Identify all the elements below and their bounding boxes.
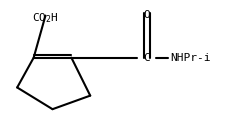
- Text: NHPr-i: NHPr-i: [170, 53, 211, 63]
- Text: CO$_2$H: CO$_2$H: [32, 11, 59, 25]
- Text: C: C: [143, 53, 150, 63]
- Text: O: O: [143, 10, 150, 20]
